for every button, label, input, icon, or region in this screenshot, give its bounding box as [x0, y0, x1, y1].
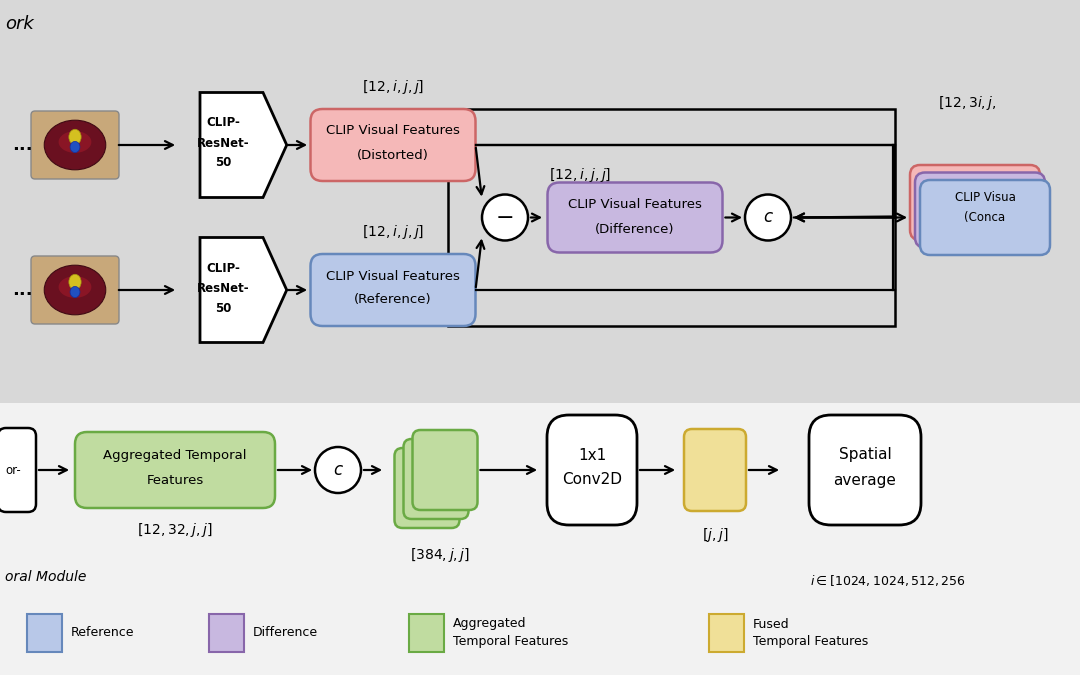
Ellipse shape: [69, 129, 81, 144]
Text: Temporal Features: Temporal Features: [453, 635, 568, 649]
Text: −: −: [496, 207, 514, 227]
FancyBboxPatch shape: [75, 432, 275, 508]
Text: c: c: [334, 461, 342, 479]
Text: (Conca: (Conca: [964, 211, 1005, 225]
Text: $[12, i, j, j]$: $[12, i, j, j]$: [362, 78, 424, 96]
Circle shape: [745, 194, 791, 240]
Text: Temporal Features: Temporal Features: [753, 635, 868, 649]
Text: 1x1: 1x1: [578, 448, 606, 462]
PathPatch shape: [200, 238, 286, 342]
Text: $[12, 3i, j,$: $[12, 3i, j,$: [939, 94, 997, 112]
FancyBboxPatch shape: [31, 256, 119, 324]
Text: CLIP-: CLIP-: [206, 261, 240, 275]
Text: Aggregated: Aggregated: [453, 618, 527, 630]
Text: $[12, i, j, j]$: $[12, i, j, j]$: [362, 223, 424, 241]
Text: or-: or-: [5, 464, 21, 477]
FancyBboxPatch shape: [210, 614, 244, 652]
Text: (Reference): (Reference): [354, 294, 432, 306]
Text: $[j, j]$: $[j, j]$: [702, 526, 728, 544]
Text: CLIP Visual Features: CLIP Visual Features: [568, 198, 702, 211]
FancyBboxPatch shape: [546, 415, 637, 525]
Circle shape: [482, 194, 528, 240]
FancyBboxPatch shape: [708, 614, 744, 652]
Ellipse shape: [70, 142, 80, 153]
Text: CLIP-: CLIP-: [206, 117, 240, 130]
Text: CLIP Visua: CLIP Visua: [955, 192, 1015, 205]
Text: ResNet-: ResNet-: [197, 136, 249, 149]
Text: (Difference): (Difference): [595, 223, 675, 236]
FancyBboxPatch shape: [404, 439, 469, 519]
Text: CLIP Visual Features: CLIP Visual Features: [326, 124, 460, 138]
Text: $[12, 32, j, j]$: $[12, 32, j, j]$: [137, 521, 213, 539]
Text: c: c: [764, 209, 772, 227]
FancyBboxPatch shape: [548, 182, 723, 252]
Ellipse shape: [58, 276, 92, 298]
Text: CLIP Visual Features: CLIP Visual Features: [326, 269, 460, 283]
Text: Aggregated Temporal: Aggregated Temporal: [104, 450, 246, 462]
Text: Difference: Difference: [253, 626, 319, 639]
Circle shape: [315, 447, 361, 493]
FancyBboxPatch shape: [910, 165, 1040, 240]
Text: ResNet-: ResNet-: [197, 281, 249, 294]
Text: Fused: Fused: [753, 618, 789, 630]
Text: $[12, i, j, j]$: $[12, i, j, j]$: [549, 167, 611, 184]
PathPatch shape: [200, 92, 286, 198]
Text: Conv2D: Conv2D: [562, 472, 622, 487]
Ellipse shape: [44, 265, 106, 315]
FancyBboxPatch shape: [0, 428, 36, 512]
Ellipse shape: [70, 286, 80, 298]
FancyBboxPatch shape: [311, 254, 475, 326]
Text: Features: Features: [147, 473, 204, 487]
Bar: [448, 109, 895, 326]
Text: (Distorted): (Distorted): [357, 148, 429, 161]
FancyBboxPatch shape: [413, 430, 477, 510]
Text: Reference: Reference: [71, 626, 135, 639]
FancyBboxPatch shape: [915, 173, 1045, 248]
Ellipse shape: [58, 131, 92, 153]
FancyBboxPatch shape: [409, 614, 444, 652]
FancyBboxPatch shape: [394, 448, 459, 528]
Bar: [0, 403, 1080, 675]
FancyBboxPatch shape: [31, 111, 119, 179]
FancyBboxPatch shape: [684, 429, 746, 511]
Text: 50: 50: [215, 157, 231, 169]
FancyBboxPatch shape: [27, 614, 62, 652]
FancyBboxPatch shape: [809, 415, 921, 525]
Bar: [0, 0, 1080, 403]
Text: oral Module: oral Module: [5, 570, 86, 584]
Text: ork: ork: [5, 15, 33, 33]
Text: $[384, j, j]$: $[384, j, j]$: [410, 546, 470, 564]
FancyBboxPatch shape: [920, 180, 1050, 255]
Text: Spatial: Spatial: [839, 448, 891, 462]
Ellipse shape: [69, 274, 81, 290]
Text: average: average: [834, 472, 896, 487]
Text: 50: 50: [215, 302, 231, 315]
Text: ...: ...: [12, 281, 32, 299]
Text: $i \in [1024, 1024, 512, 256$: $i \in [1024, 1024, 512, 256$: [810, 572, 966, 587]
Ellipse shape: [44, 120, 106, 170]
FancyBboxPatch shape: [311, 109, 475, 181]
Text: ...: ...: [12, 136, 32, 154]
